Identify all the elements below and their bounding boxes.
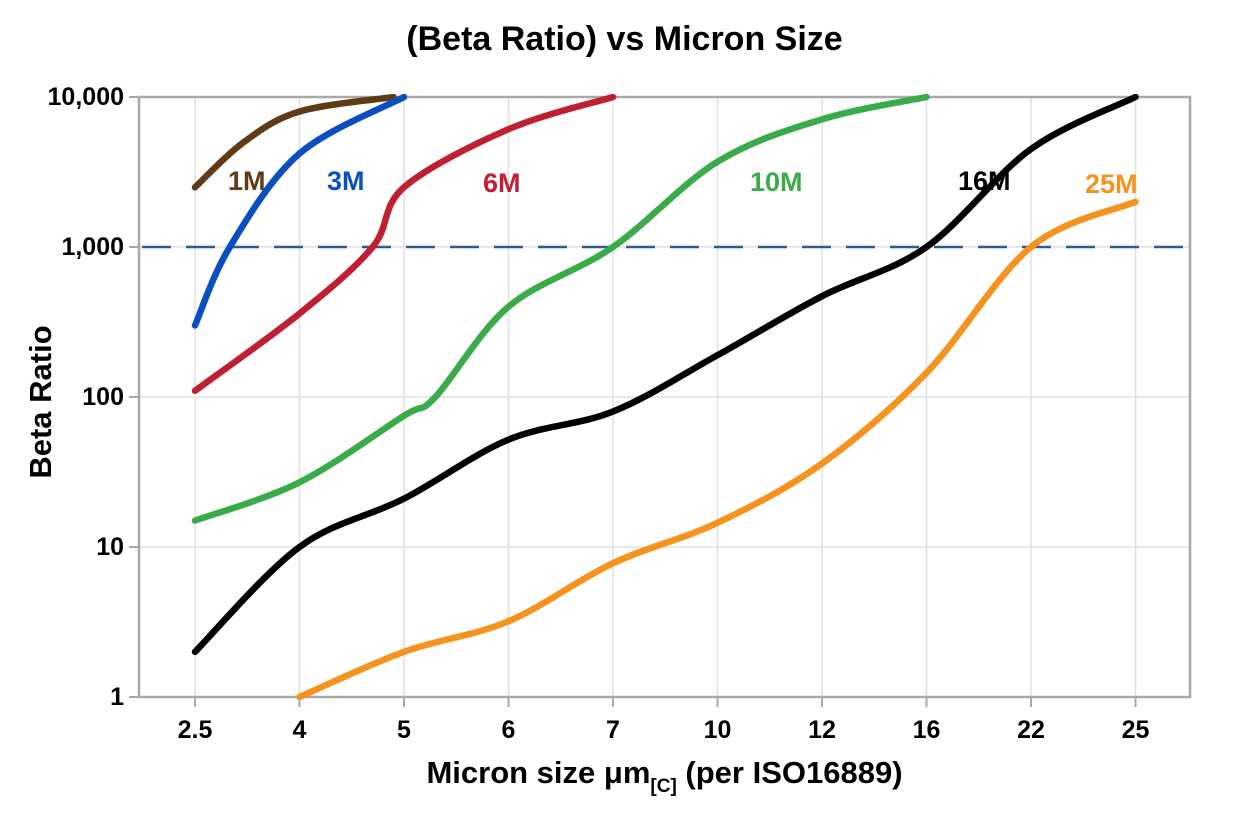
series-label-3M: 3M [327, 166, 365, 196]
series-path-3M [191, 94, 408, 329]
x-tick-label: 10 [703, 716, 732, 744]
x-axis-title-tail: (per ISO16889) [676, 755, 903, 790]
y-tick-label: 10,000 [47, 83, 124, 111]
x-tick-label: 12 [808, 716, 836, 744]
y-tick-label: 10 [96, 533, 124, 561]
plot-frame [137, 95, 1192, 699]
series-path-6M [191, 94, 617, 395]
x-axis-title: Micron size μm[C] (per ISO16889) [139, 755, 1190, 797]
series-path-1M [191, 94, 397, 191]
chart-title: (Beta Ratio) vs Micron Size [406, 20, 843, 58]
series-path-25M [296, 198, 1139, 700]
x-tick-label: 22 [1017, 716, 1045, 744]
x-axis-title-sub: [C] [650, 776, 677, 797]
x-tick-label: 4 [292, 716, 307, 744]
x-tick-labels: 2.5 4 5 6 7 10 12 16 22 25 [0, 716, 1249, 750]
x-tick-label: 5 [397, 716, 411, 744]
x-axis-title-main: Micron size μm [426, 755, 651, 790]
y-tick-labels: 1 10 100 1,000 10,000 [0, 0, 130, 819]
series-path-16M [191, 94, 1139, 656]
series-label-1M: 1M [228, 166, 266, 196]
x-tick-label: 2.5 [177, 716, 213, 744]
y-tick-label: 1 [110, 683, 124, 711]
x-tick-label: 25 [1121, 716, 1150, 744]
y-tick-label: 100 [82, 383, 124, 411]
series-label-25M: 25M [1085, 169, 1138, 199]
series-label-6M: 6M [483, 168, 521, 198]
series-label-10M: 10M [750, 167, 803, 197]
series-path-10M [191, 94, 930, 524]
x-tick-label: 7 [606, 716, 620, 744]
x-tick-label: 16 [912, 716, 941, 744]
x-tick-label: 6 [501, 716, 516, 744]
series-label-16M: 16M [958, 166, 1011, 196]
y-tick-label: 1,000 [61, 233, 124, 261]
